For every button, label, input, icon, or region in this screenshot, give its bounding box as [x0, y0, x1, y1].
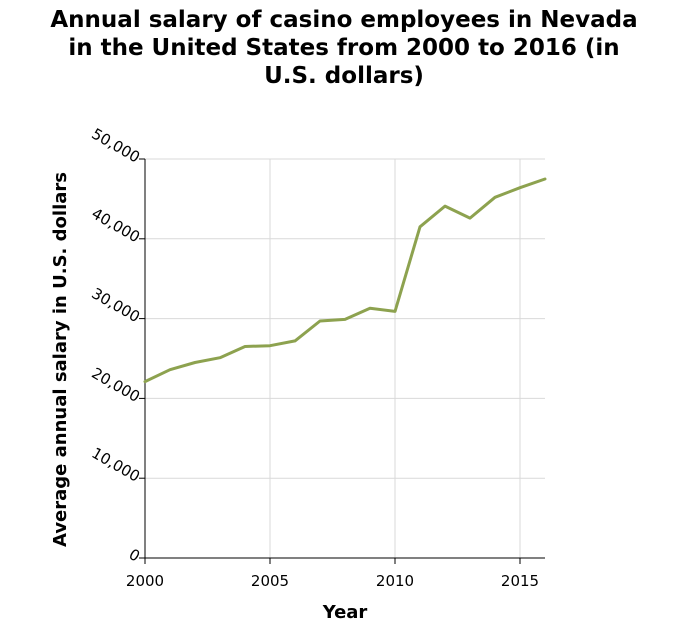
- y-tick-label-0: 0: [126, 545, 143, 565]
- y-tick-label-3: 30,000: [89, 284, 143, 326]
- grid-lines: [144, 158, 545, 559]
- y-tick-label-1: 10,000: [89, 444, 143, 486]
- x-axis-label: Year: [322, 602, 368, 623]
- x-axis-ticks: 2000 2005 2010 2015: [126, 558, 539, 590]
- y-tick-label-5: 50,000: [89, 125, 143, 167]
- y-axis-label: Average annual salary in U.S. dollars: [50, 172, 71, 547]
- chart-title-line-2: in the United States from 2000 to 2016 (…: [68, 35, 620, 61]
- x-tick-label-1: 2005: [251, 572, 289, 590]
- y-tick-label-4: 40,000: [89, 204, 143, 246]
- x-tick-label-3: 2015: [501, 572, 539, 590]
- series-line-0: [143, 177, 547, 384]
- y-axis-ticks: 0 10,000 20,000 30,000 40,000 50,000: [89, 125, 145, 565]
- chart-title-line-1: Annual salary of casino employees in Nev…: [50, 7, 638, 33]
- x-tick-label-0: 2000: [126, 572, 164, 590]
- chart-title-line-3: U.S. dollars): [264, 63, 424, 89]
- axes: [144, 159, 545, 559]
- chart-title: Annual salary of casino employees in Nev…: [0, 6, 688, 90]
- y-tick-label-2: 20,000: [89, 364, 143, 406]
- x-tick-label-2: 2010: [376, 572, 414, 590]
- series-group: [143, 177, 547, 384]
